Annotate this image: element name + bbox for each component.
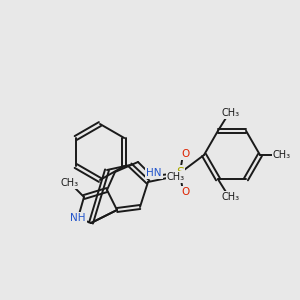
Text: O: O — [182, 149, 190, 159]
Text: HN: HN — [146, 168, 162, 178]
Text: O: O — [182, 187, 190, 197]
Text: NH: NH — [70, 213, 86, 223]
Text: CH₃: CH₃ — [222, 192, 240, 202]
Text: CH₃: CH₃ — [222, 108, 240, 118]
Text: S: S — [176, 167, 184, 179]
Text: CH₃: CH₃ — [61, 178, 79, 188]
Text: CH₃: CH₃ — [167, 172, 185, 182]
Text: CH₃: CH₃ — [273, 150, 291, 160]
